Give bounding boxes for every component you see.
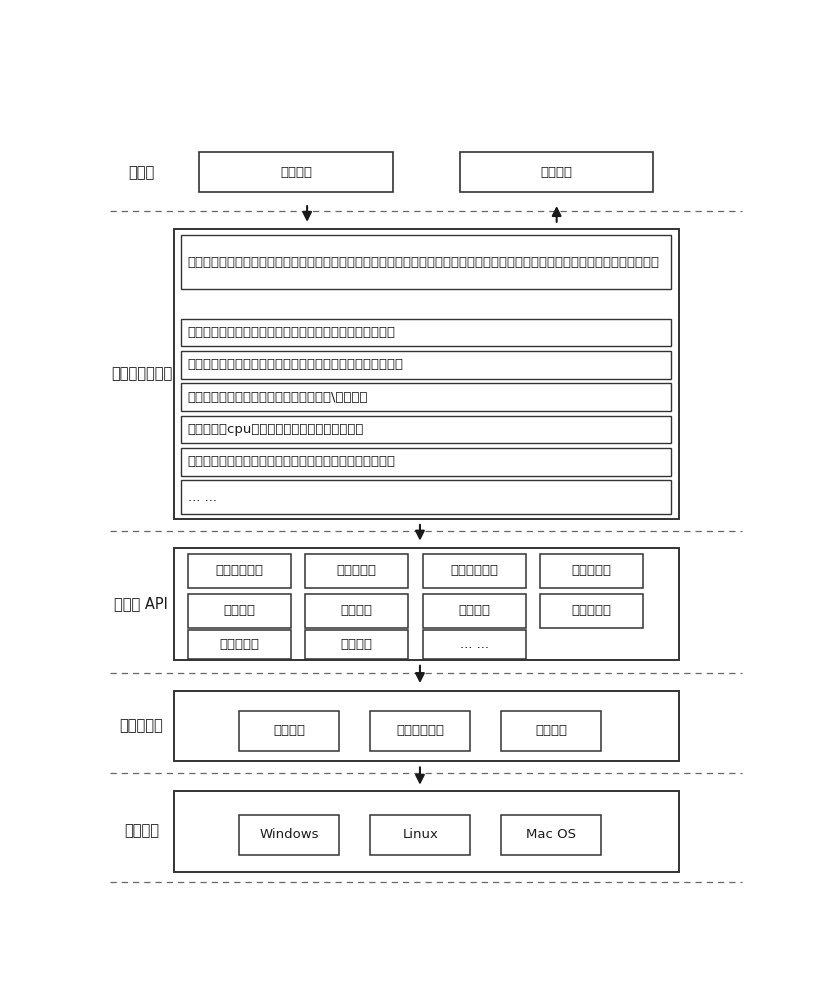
Text: 仿真器 API: 仿真器 API xyxy=(115,596,168,611)
Bar xyxy=(370,815,470,855)
Text: 自动化测试脚本: 自动化测试脚本 xyxy=(111,367,172,382)
Bar xyxy=(501,815,602,855)
Bar xyxy=(423,594,526,628)
Bar xyxy=(370,711,470,751)
Text: 内存读写: 内存读写 xyxy=(341,638,373,651)
Text: 地址总线读写: 地址总线读写 xyxy=(215,564,264,577)
Text: ... ...: ... ... xyxy=(459,638,488,651)
Text: 程序断点: 程序断点 xyxy=(224,604,255,617)
Text: 运行环境: 运行环境 xyxy=(124,824,159,839)
Bar xyxy=(240,815,339,855)
Bar xyxy=(305,554,409,588)
Bar xyxy=(174,229,679,519)
Text: 当指定内存地址、全局变量和寄存器被读或写的前一刻，可进入相应的服务程序，对指定的内存地址、全局变量和寄存器的值进行修改: 当指定内存地址、全局变量和寄存器被读或写的前一刻，可进入相应的服务程序，对指定的… xyxy=(188,256,660,269)
Text: 获取仿真时间: 获取仿真时间 xyxy=(450,564,498,577)
Bar xyxy=(174,691,679,761)
Text: 仿真器控制: 仿真器控制 xyxy=(572,604,612,617)
Text: Linux: Linux xyxy=(403,828,438,841)
Text: 仿真定时器: 仿真定时器 xyxy=(572,564,612,577)
Bar xyxy=(174,791,679,872)
Text: 获取仿真运行时间，并根据需要在某一特别时刻做对应的操作: 获取仿真运行时间，并根据需要在某一特别时刻做对应的操作 xyxy=(188,358,404,371)
Bar xyxy=(181,351,671,379)
Bar xyxy=(188,630,291,659)
Text: 设置定时对cpu触发中断或对仿真外设注入数据: 设置定时对cpu触发中断或对仿真外设注入数据 xyxy=(188,423,364,436)
Text: 寄存器读写: 寄存器读写 xyxy=(220,638,260,651)
Bar xyxy=(540,554,643,588)
Bar xyxy=(174,548,679,660)
Bar xyxy=(181,235,671,289)
Text: 条件断点: 条件断点 xyxy=(341,604,373,617)
Bar xyxy=(181,448,671,476)
Text: ... ...: ... ... xyxy=(188,491,217,504)
Text: 对指定的内存地址、全局变量及寄存器可实时读取和写入值: 对指定的内存地址、全局变量及寄存器可实时读取和写入值 xyxy=(188,326,396,339)
Text: 当指定变量、地址的值满足指定条件时，产生回调处理函数: 当指定变量、地址的值满足指定条件时，产生回调处理函数 xyxy=(188,455,396,468)
Text: Windows: Windows xyxy=(260,828,319,841)
Text: 设备模块: 设备模块 xyxy=(535,724,567,737)
Text: 触发中断: 触发中断 xyxy=(458,604,490,617)
Bar xyxy=(188,594,291,628)
Text: 获取符号表: 获取符号表 xyxy=(337,564,377,577)
Bar xyxy=(540,594,643,628)
Text: 输入数据: 输入数据 xyxy=(280,166,312,179)
Text: 控制仿真器的执行、停止、注入程序断点\条件断点: 控制仿真器的执行、停止、注入程序断点\条件断点 xyxy=(188,391,369,404)
Bar xyxy=(181,383,671,411)
Bar xyxy=(200,152,393,192)
Bar xyxy=(181,416,671,443)
Bar xyxy=(305,630,409,659)
Bar xyxy=(181,319,671,346)
Bar xyxy=(460,152,653,192)
Bar xyxy=(181,480,671,514)
Bar xyxy=(423,630,526,659)
Text: 数据层: 数据层 xyxy=(128,165,155,180)
Bar xyxy=(188,554,291,588)
Text: Mac OS: Mac OS xyxy=(526,828,577,841)
Text: 处理器核: 处理器核 xyxy=(274,724,305,737)
Text: 仿真器软件: 仿真器软件 xyxy=(120,718,163,733)
Bar xyxy=(305,594,409,628)
Bar xyxy=(501,711,602,751)
Bar xyxy=(240,711,339,751)
Bar xyxy=(423,554,526,588)
Text: 输出数据: 输出数据 xyxy=(541,166,572,179)
Text: 地址总线模块: 地址总线模块 xyxy=(396,724,444,737)
